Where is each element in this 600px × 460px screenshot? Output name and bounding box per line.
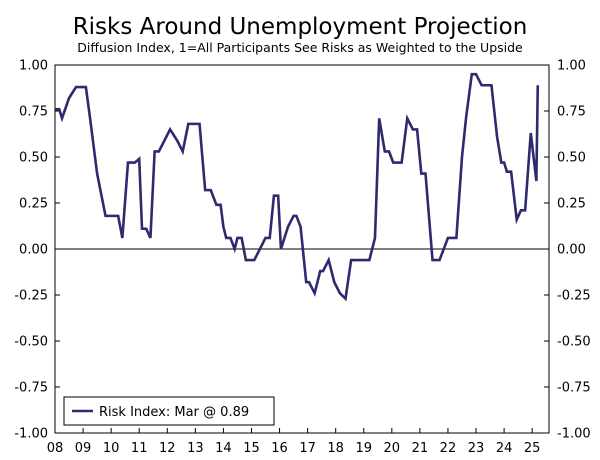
y-tick-label-right: 1.00 — [557, 59, 586, 74]
y-tick-label-right: -1.00 — [557, 427, 591, 442]
x-tick-label: 15 — [243, 441, 260, 456]
y-tick-label-right: -0.25 — [557, 289, 591, 304]
y-tick-label-left: 0.50 — [19, 151, 48, 166]
x-tick-label: 14 — [215, 441, 232, 456]
y-tick-label-left: -0.25 — [14, 289, 48, 304]
x-tick-label: 16 — [271, 441, 288, 456]
y-tick-label-left: 0.25 — [19, 197, 48, 212]
chart-subtitle: Diffusion Index, 1=All Participants See … — [77, 40, 523, 55]
y-tick-label-left: -0.75 — [14, 381, 48, 396]
x-tick-label: 18 — [327, 441, 344, 456]
chart-title: Risks Around Unemployment Projection — [73, 14, 528, 40]
x-axis: 08 09 10 11 12 13 14 15 16 17 18 19 20 21 22 23 24 25 — [47, 428, 541, 456]
x-tick-label: 24 — [496, 441, 513, 456]
plot-area: 1.00 0.75 0.50 0.25 0.00 -0.25 -0.50 -0.75 -1.00… — [14, 59, 590, 457]
y-tick-label-left: 0.75 — [19, 105, 48, 120]
x-tick-label: 17 — [299, 441, 316, 456]
series-line-risk-index — [55, 72, 540, 302]
legend-label: Risk Index: Mar @ 0.89 — [99, 405, 249, 420]
y-axis-right: 1.00 0.75 0.50 0.25 0.00 -0.25 -0.50 -0.75 -1.00 — [544, 59, 591, 442]
y-tick-label-right: 0.00 — [557, 243, 586, 258]
x-tick-label: 25 — [524, 441, 541, 456]
y-tick-label-right: -0.75 — [557, 381, 591, 396]
y-tick-label-right: 0.25 — [557, 197, 586, 212]
y-tick-label-left: -0.50 — [14, 335, 48, 350]
y-tick-label-right: -0.50 — [557, 335, 591, 350]
x-tick-label: 11 — [131, 441, 148, 456]
legend-box — [63, 396, 275, 426]
legend: Risk Index: Mar @ 0.89 — [63, 396, 275, 426]
y-tick-label-left: 1.00 — [19, 59, 48, 74]
x-tick-label: 09 — [75, 441, 92, 456]
x-tick-label: 22 — [440, 441, 457, 456]
y-tick-label-left: -1.00 — [14, 427, 48, 442]
y-tick-label-left: 0.00 — [19, 243, 48, 258]
x-tick-label: 13 — [187, 441, 204, 456]
x-tick-label: 20 — [384, 441, 401, 456]
x-tick-label: 19 — [355, 441, 372, 456]
x-tick-label: 23 — [468, 441, 485, 456]
x-tick-label: 21 — [412, 441, 429, 456]
x-tick-label: 12 — [159, 441, 176, 456]
y-axis-left: 1.00 0.75 0.50 0.25 0.00 -0.25 -0.50 -0.75 -1.00 — [14, 59, 60, 442]
y-tick-label-right: 0.50 — [557, 151, 586, 166]
x-tick-label: 08 — [47, 441, 64, 456]
x-tick-label: 10 — [103, 441, 120, 456]
y-tick-label-right: 0.75 — [557, 105, 586, 120]
